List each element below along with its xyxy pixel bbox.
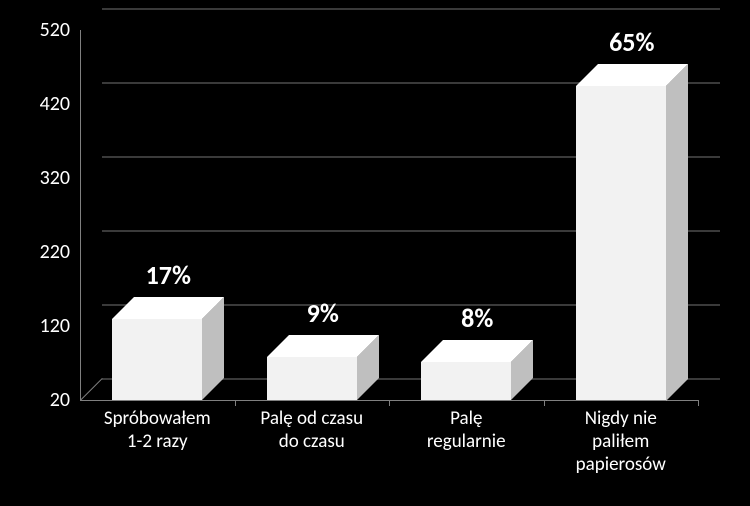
xtick-mark (698, 400, 699, 406)
ytick-label: 220 (20, 240, 70, 264)
data-label: 8% (412, 302, 542, 334)
bar-side (666, 64, 688, 401)
xtick-label: Palęregularnie (389, 408, 544, 454)
ytick-label: 420 (20, 92, 70, 116)
bar (267, 335, 379, 400)
plot-area: 2012022032042052017%Spróbowałem1-2 razy9… (80, 30, 720, 400)
gridline (102, 8, 720, 10)
bar (112, 297, 224, 400)
xtick-mark (544, 400, 545, 406)
xtick-label: Palę od czasudo czasu (235, 408, 390, 454)
bar-front (421, 362, 511, 400)
smoking-bar-chart: 20 120 220 320 420 520 17% Spróbowałem1-2 razy 9… (0, 0, 750, 506)
xtick-mark (389, 400, 390, 406)
ytick-label: 320 (20, 166, 70, 190)
data-label: 65% (567, 26, 697, 58)
y-axis (80, 30, 81, 400)
xtick-label: Nigdy niepaliłempapierosów (544, 408, 699, 476)
floor-diagonal (80, 378, 103, 401)
bar-front (267, 357, 357, 400)
ytick-label: 20 (20, 388, 70, 412)
bar-front (112, 319, 202, 400)
bar (576, 64, 688, 401)
xtick-label: Spróbowałem1-2 razy (80, 408, 235, 454)
ytick-label: 520 (20, 18, 70, 42)
bar (421, 340, 533, 400)
data-label: 9% (258, 297, 388, 329)
xtick-mark (235, 400, 236, 406)
data-label: 17% (103, 259, 233, 291)
bar-front (576, 86, 666, 401)
ytick-label: 120 (20, 314, 70, 338)
